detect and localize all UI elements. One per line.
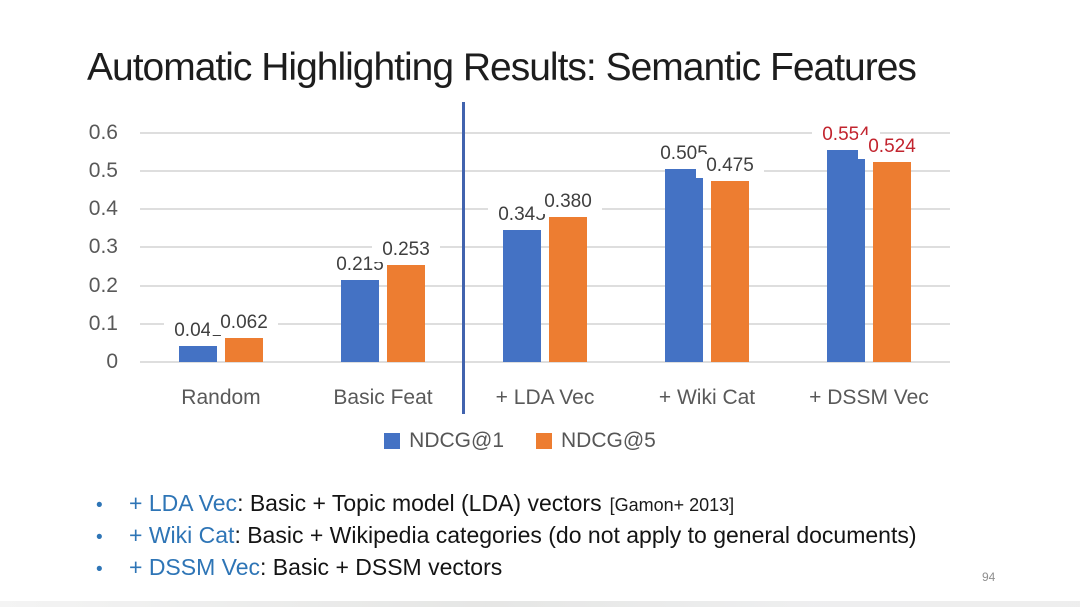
bar-ndcg-1-lda-vec	[503, 230, 541, 362]
category-label-wiki-cat: + Wiki Cat	[658, 386, 756, 409]
gridline	[140, 322, 950, 325]
category-label-lda-vec: + LDA Vec	[495, 386, 595, 409]
bar-ndcg-5-dssm-vec	[873, 162, 911, 362]
y-axis-tick-label: 0.2	[88, 273, 118, 297]
bar-value-label: 0.253	[372, 238, 440, 262]
bullet-note: [Gamon+ 2013]	[609, 495, 735, 515]
bullet-term: + DSSM Vec	[129, 554, 261, 580]
y-axis-tick-label: 0.3	[88, 235, 118, 259]
bar-ndcg-5-random	[225, 338, 263, 362]
bar-ndcg-1-basic-feat	[341, 280, 379, 362]
bullet-term: + LDA Vec	[129, 490, 238, 516]
slide-title: Automatic Highlighting Results: Semantic…	[87, 46, 917, 89]
bullet-rest: : Basic + Wikipedia categories (do not a…	[234, 522, 917, 548]
legend-swatch-ndcg5-icon	[536, 433, 552, 449]
bar-value-label: 0.475	[696, 154, 764, 178]
bullet-text: + DSSM Vec: Basic + DSSM vectors	[129, 552, 502, 584]
slide-edge-shadow	[0, 601, 1080, 607]
gridline	[140, 284, 950, 287]
bar-ndcg-1-wiki-cat	[665, 169, 703, 362]
bullet-item-dssm: • + DSSM Vec: Basic + DSSM vectors	[96, 552, 917, 584]
bar-value-label: 0.380	[534, 190, 602, 214]
page-number: 94	[982, 570, 996, 584]
legend-swatch-ndcg1-icon	[384, 433, 401, 449]
y-axis-tick-label: 0.4	[88, 197, 118, 221]
gridline	[140, 246, 950, 249]
y-axis-tick-label: 0.5	[88, 159, 118, 182]
category-label-dssm-vec: + DSSM Vec	[809, 386, 929, 409]
legend-item-ndcg1: NDCG@1	[384, 429, 504, 453]
bullet-text: + Wiki Cat: Basic + Wikipedia categories…	[129, 520, 917, 552]
bar-value-label: 0.062	[210, 311, 278, 335]
bar-ndcg-5-lda-vec	[549, 217, 587, 362]
bullet-icon: •	[96, 559, 103, 580]
legend-label-ndcg1: NDCG@1	[409, 429, 504, 452]
bullet-rest: : Basic + DSSM vectors	[260, 554, 503, 580]
chart-legend: NDCG@1 NDCG@5	[140, 429, 900, 453]
bullet-rest: : Basic + Topic model (LDA) vectors	[237, 490, 602, 516]
legend-label-ndcg5: NDCG@5	[561, 429, 656, 452]
bullet-icon: •	[96, 527, 103, 548]
category-label-basic-feat: Basic Feat	[333, 386, 433, 409]
gridline	[140, 131, 950, 134]
bar-ndcg-5-wiki-cat	[711, 181, 749, 362]
bullet-item-lda: • + LDA Vec: Basic + Topic model (LDA) v…	[96, 488, 917, 520]
bar-chart: 0.6 0.5 0.4 0.3 0.2 0.1 0 0.041 0.062 Random 0.215…	[88, 102, 950, 414]
bar-value-label: 0.524	[858, 135, 926, 159]
y-axis-tick-label: 0.6	[88, 120, 118, 144]
bullet-text: + LDA Vec: Basic + Topic model (LDA) vec…	[129, 488, 734, 520]
bar-ndcg-5-basic-feat	[387, 265, 425, 362]
bar-ndcg-1-random	[179, 346, 217, 362]
category-label-random: Random	[181, 386, 261, 409]
bullet-item-wiki: • + Wiki Cat: Basic + Wikipedia categori…	[96, 520, 917, 552]
bullet-term: + Wiki Cat	[129, 522, 235, 548]
y-axis-tick-label: 0.1	[88, 311, 118, 335]
gridline	[140, 361, 950, 363]
separator-line	[462, 102, 465, 414]
bar-ndcg-1-dssm-vec	[827, 150, 865, 362]
bullet-icon: •	[96, 495, 103, 516]
legend-item-ndcg5: NDCG@5	[536, 429, 656, 453]
y-axis-tick-label: 0	[106, 350, 118, 373]
gridline	[140, 170, 950, 172]
bullet-list: • + LDA Vec: Basic + Topic model (LDA) v…	[96, 488, 917, 584]
